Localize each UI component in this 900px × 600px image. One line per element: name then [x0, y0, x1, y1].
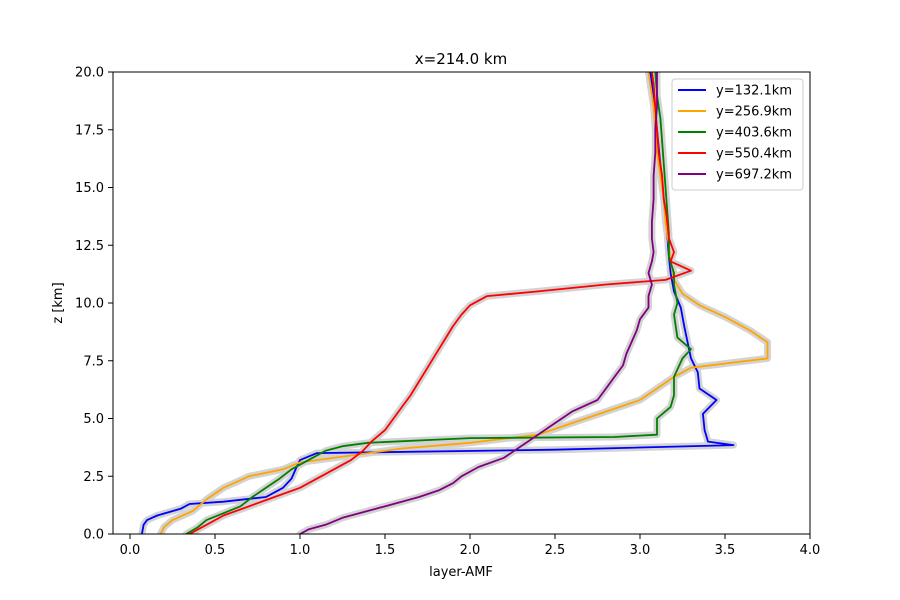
x-tick-label: 3.0 — [630, 543, 651, 558]
x-axis-title: layer-AMF — [429, 565, 493, 580]
legend-label-3: y=403.6km — [716, 126, 792, 141]
x-tick-label: 0.0 — [120, 543, 141, 558]
y-axis: 0.0 2.5 5.0 7.5 10.0 12.5 15.0 17.5 20.0 — [75, 66, 113, 543]
series-line-5 — [299, 72, 658, 534]
legend-label-1: y=132.1km — [716, 84, 792, 99]
legend-label-4: y=550.4km — [716, 147, 792, 162]
y-tick-label: 0.0 — [83, 528, 104, 543]
y-tick-label: 10.0 — [75, 297, 104, 312]
y-tick-label: 20.0 — [75, 66, 104, 81]
legend-label-5: y=697.2km — [716, 168, 792, 183]
y-tick-label: 17.5 — [75, 123, 104, 138]
x-tick-label: 0.5 — [205, 543, 226, 558]
legend: y=132.1km y=256.9km y=403.6km y=550.4km y=69… — [671, 78, 804, 191]
series-line-4 — [189, 72, 692, 534]
series-line-3 — [185, 72, 692, 534]
legend-label-2: y=256.9km — [716, 105, 792, 120]
x-tick-label: 2.5 — [545, 543, 566, 558]
x-tick-label: 2.0 — [460, 543, 481, 558]
y-tick-label: 5.0 — [83, 412, 104, 427]
x-tick-label: 4.0 — [800, 543, 821, 558]
y-tick-label: 7.5 — [83, 354, 104, 369]
x-tick-label: 1.5 — [375, 543, 396, 558]
x-tick-label: 3.5 — [715, 543, 736, 558]
chart-title: x=214.0 km — [415, 50, 507, 68]
legend-box — [671, 78, 804, 191]
y-tick-label: 12.5 — [75, 239, 104, 254]
plot-area — [138, 72, 771, 534]
y-tick-label: 15.0 — [75, 181, 104, 196]
y-axis-title: z [km] — [51, 282, 66, 323]
y-tick-label: 2.5 — [83, 470, 104, 485]
x-axis: 0.0 0.5 1.0 1.5 2.0 2.5 3.0 3.5 4.0 — [120, 534, 821, 558]
x-tick-label: 1.0 — [290, 543, 311, 558]
